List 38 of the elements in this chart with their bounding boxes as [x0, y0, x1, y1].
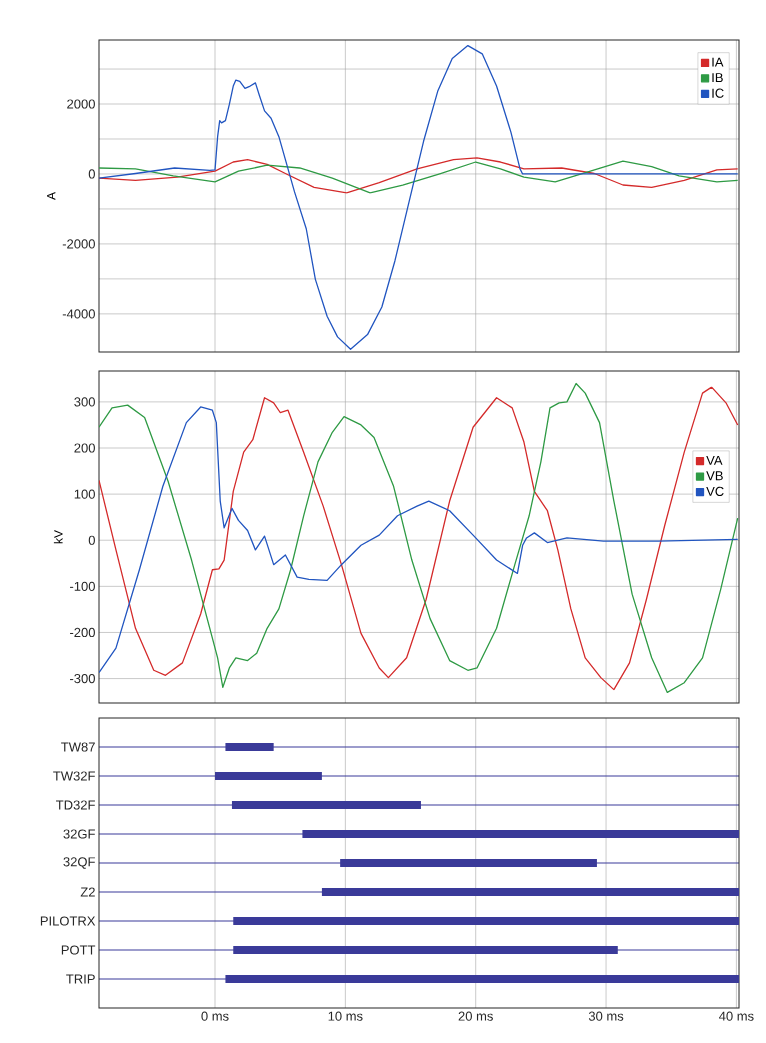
- legend-label: IB: [712, 73, 723, 83]
- y-tick-label: 2000: [67, 99, 95, 109]
- bar: [231, 801, 421, 809]
- legend-label: VB: [706, 471, 723, 481]
- y-tick-label: -2000: [62, 239, 95, 249]
- y-tick-label: TW87: [61, 742, 95, 752]
- bar: [215, 772, 322, 780]
- y-tick-label: -200: [70, 627, 95, 638]
- bar: [233, 946, 618, 954]
- y-axis-title: kV: [53, 530, 63, 544]
- y-tick-label: 32GF: [63, 829, 95, 839]
- y-tick-label: -300: [70, 673, 95, 684]
- x-tick-label: 0 ms: [201, 1011, 229, 1021]
- y-axis-title: A: [47, 192, 56, 200]
- x-tick-label: 20 ms: [458, 1011, 493, 1021]
- legend-label: VA: [706, 455, 723, 465]
- y-tick-label: POTT: [61, 945, 96, 955]
- y-tick-label: 300: [74, 397, 95, 407]
- y-tick-label: -4000: [62, 309, 95, 319]
- y-tick-label: 0: [88, 535, 95, 545]
- bar: [340, 859, 597, 867]
- x-tick-label: 10 ms: [328, 1011, 363, 1021]
- y-tick-label: TRIP: [66, 974, 95, 984]
- y-tick-label: 200: [74, 443, 95, 453]
- y-tick-label: PILOTRX: [40, 916, 96, 926]
- line-series: [99, 44, 739, 350]
- y-tick-label: TD32F: [56, 800, 95, 810]
- legend-label: IA: [712, 57, 724, 67]
- y-tick-label: TW32F: [53, 771, 95, 781]
- y-tick-label: 0: [88, 169, 95, 179]
- y-tick-label: -100: [70, 581, 95, 591]
- legend-label: IC: [712, 88, 724, 98]
- y-tick-label: Z2: [80, 887, 95, 897]
- legend-label: VC: [706, 486, 724, 496]
- x-tick-label: 40 ms: [719, 1011, 754, 1021]
- y-tick-label: 100: [74, 489, 95, 499]
- y-tick-label: 32QF: [63, 857, 95, 869]
- x-tick-label: 30 ms: [588, 1011, 624, 1021]
